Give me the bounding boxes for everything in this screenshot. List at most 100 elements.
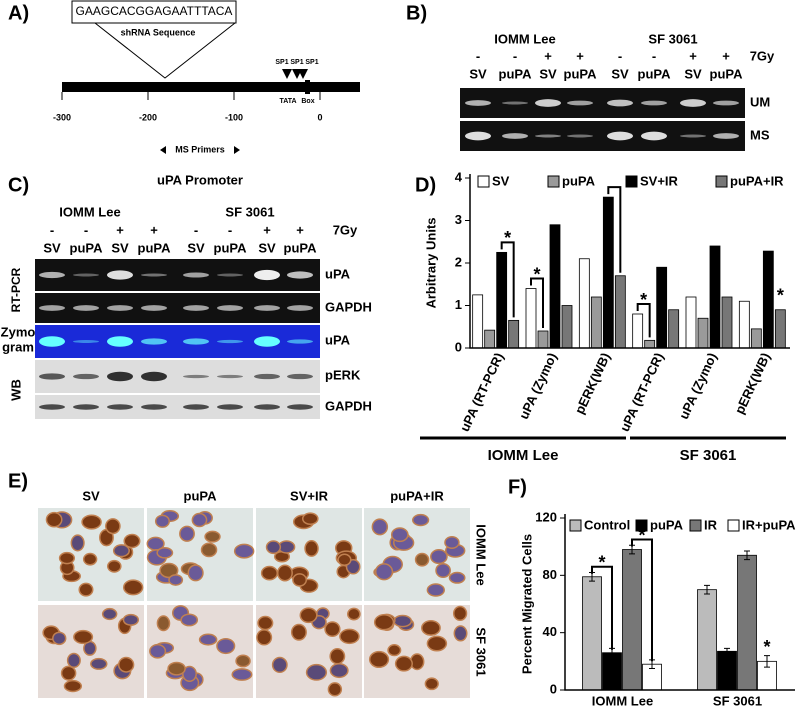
gel-band xyxy=(567,134,593,138)
bar xyxy=(537,330,549,349)
legend-swatch xyxy=(569,519,582,532)
treatment: - xyxy=(476,48,480,63)
error-bar xyxy=(764,655,770,668)
gel-band xyxy=(141,338,167,345)
lane-label: puPA xyxy=(710,66,744,81)
x-tick-label: uPA (Zymo) xyxy=(676,350,720,421)
cell xyxy=(235,654,251,668)
cell xyxy=(154,514,170,528)
sequence: GAAGCACGGAGAATTTACA xyxy=(76,4,233,18)
cell xyxy=(117,656,135,673)
treatment: + xyxy=(263,222,271,237)
y-tick-label: 1 xyxy=(455,297,462,312)
gel-band xyxy=(217,305,243,311)
cell-line: IOMM Lee xyxy=(494,31,555,46)
cell xyxy=(66,652,81,669)
cell xyxy=(156,615,171,632)
cell xyxy=(216,637,236,655)
bar xyxy=(774,309,786,349)
row-group: RT-PCR xyxy=(9,267,23,312)
lane-label: puPA xyxy=(70,240,104,255)
gel-band xyxy=(567,100,593,106)
x-tick-label: SF 3061 xyxy=(713,693,762,708)
bar xyxy=(602,652,622,691)
legend-swatch xyxy=(689,519,702,532)
cell xyxy=(426,583,445,597)
cell xyxy=(374,563,394,581)
tick-label: 0 xyxy=(317,112,322,122)
cell xyxy=(305,663,328,681)
column-label: SV xyxy=(82,488,100,503)
cell xyxy=(233,543,255,559)
treatment: - xyxy=(652,48,656,63)
tata-box xyxy=(305,80,310,94)
group-label: SF 3061 xyxy=(680,447,737,464)
gel-band xyxy=(183,338,209,345)
y-tick-label: 80 xyxy=(543,567,557,582)
sequence-pointer xyxy=(94,22,236,79)
cell xyxy=(112,544,130,558)
cell xyxy=(265,540,282,555)
bar xyxy=(644,339,656,349)
bar xyxy=(549,224,561,349)
cell xyxy=(444,536,460,550)
bar xyxy=(602,196,614,349)
panel-label: A) xyxy=(8,2,29,24)
gel-band xyxy=(73,305,99,311)
cell xyxy=(101,607,118,621)
bar xyxy=(656,266,668,349)
cell xyxy=(73,629,94,645)
cell xyxy=(394,655,413,672)
legend-label: puPA xyxy=(562,173,596,188)
bar xyxy=(590,296,602,349)
lane-label: puPA xyxy=(638,66,672,81)
gel-band xyxy=(502,101,528,105)
treatment: + xyxy=(689,48,697,63)
gel-band xyxy=(141,371,167,382)
treatment: - xyxy=(84,222,88,237)
bar xyxy=(697,589,717,691)
gel-band xyxy=(39,305,65,311)
dose: 7Gy xyxy=(333,222,358,237)
y-tick-label: 40 xyxy=(543,624,557,639)
row-group: WB xyxy=(8,379,23,401)
bar xyxy=(632,313,644,349)
cell xyxy=(347,607,361,621)
treatment: + xyxy=(150,222,158,237)
row-label: GAPDH xyxy=(325,299,372,314)
cell-line: IOMM Lee xyxy=(59,204,120,219)
cell xyxy=(231,668,253,681)
bar xyxy=(578,258,590,349)
bar xyxy=(484,329,496,349)
x-tick-label: uPA (Zymo) xyxy=(516,350,560,421)
bar xyxy=(472,294,484,349)
panel-label: F) xyxy=(508,476,527,498)
gel-band xyxy=(73,373,99,380)
gel-band xyxy=(502,133,528,139)
tick-label: -300 xyxy=(53,112,71,122)
bar xyxy=(668,309,680,349)
cell xyxy=(180,613,199,627)
bar xyxy=(496,251,508,349)
cell xyxy=(123,533,141,549)
gel-band xyxy=(73,404,99,410)
cell xyxy=(198,633,218,646)
cell xyxy=(182,665,197,683)
legend-swatch xyxy=(477,175,490,188)
gel-band xyxy=(254,305,280,311)
tick-label: -200 xyxy=(139,112,157,122)
legend-label: IR+puPA xyxy=(742,517,796,532)
bar xyxy=(685,296,697,349)
row-group: gram xyxy=(2,339,34,354)
cell xyxy=(329,648,346,665)
y-tick-label: 4 xyxy=(455,169,463,184)
row-label: MS xyxy=(750,127,770,142)
bar xyxy=(508,319,520,349)
row-label: pERK xyxy=(325,367,361,382)
gel-band xyxy=(217,404,243,410)
cell xyxy=(329,662,349,679)
gel-band xyxy=(287,271,313,279)
column-label: puPA+IR xyxy=(390,488,444,503)
legend-label: SV+IR xyxy=(640,173,679,188)
bar xyxy=(697,317,709,349)
